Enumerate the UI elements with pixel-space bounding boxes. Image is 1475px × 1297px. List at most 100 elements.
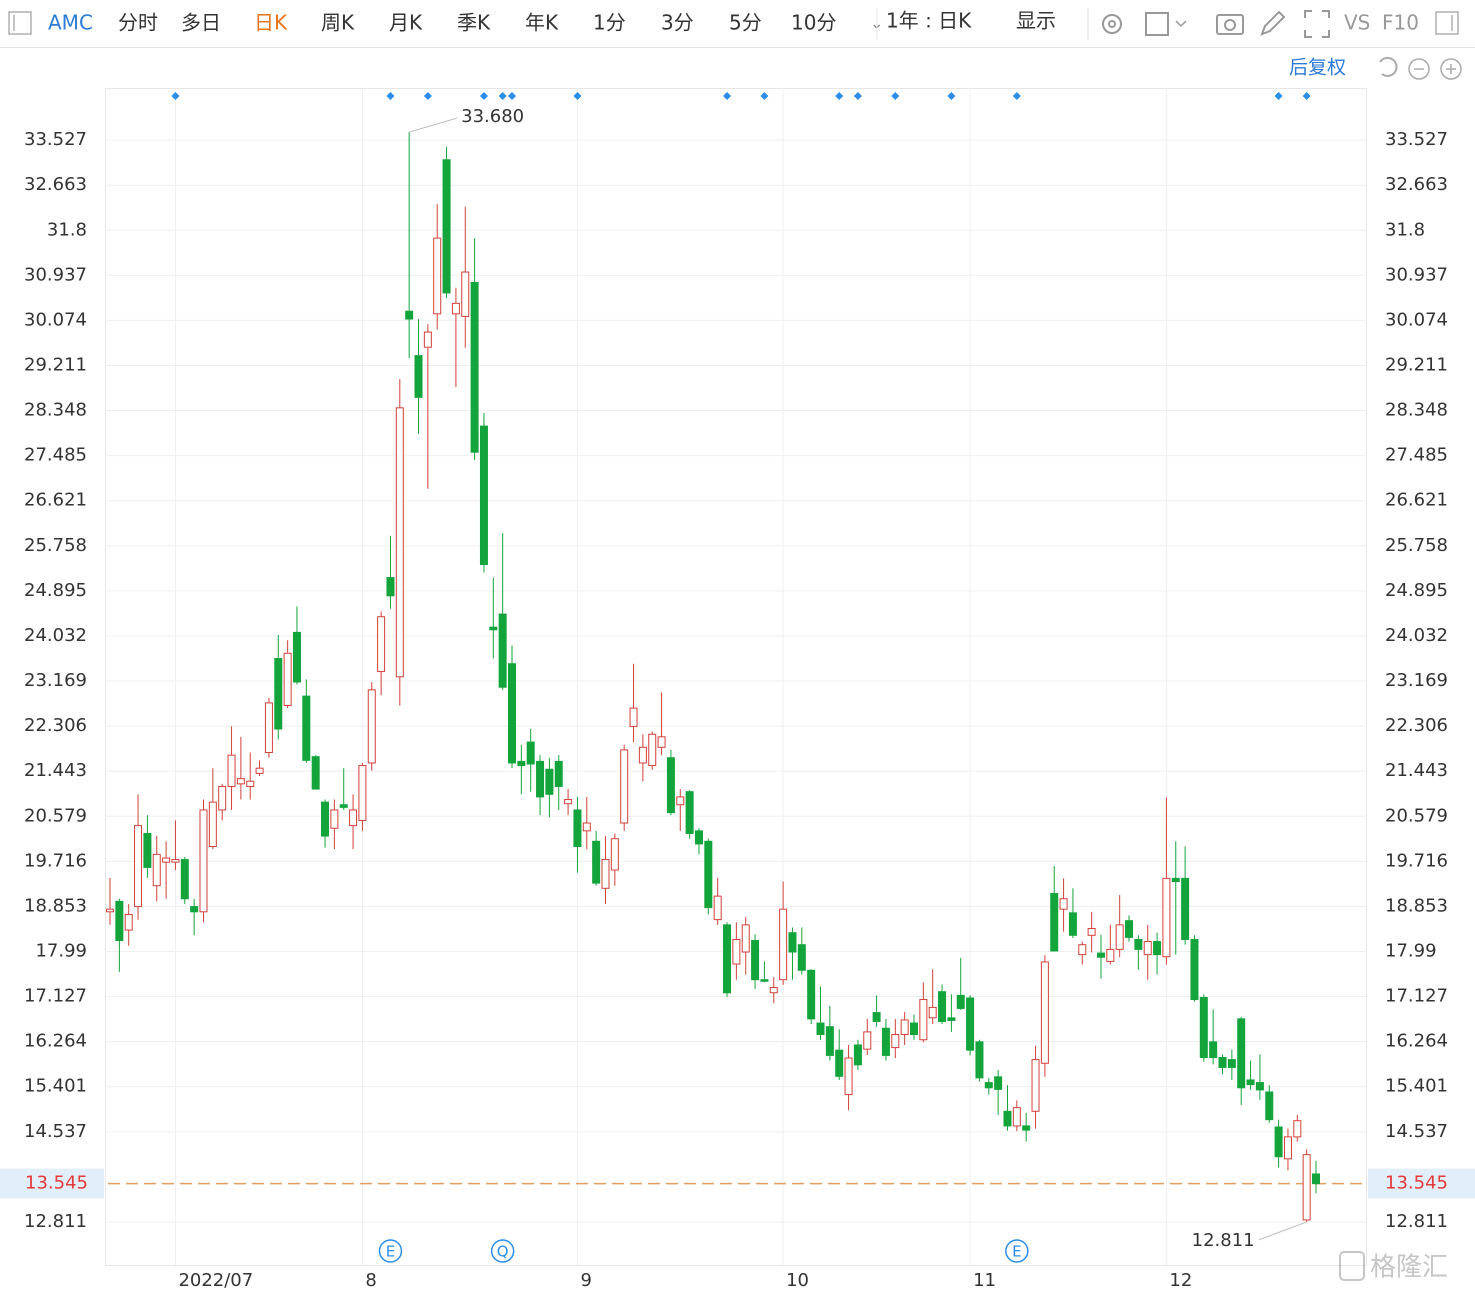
y-tick-label-right: 12.811 — [1385, 1211, 1448, 1232]
candle-body — [984, 1082, 993, 1089]
event-diamond[interactable] — [479, 92, 488, 100]
event-badge[interactable] — [1005, 1239, 1029, 1263]
candle-body — [1312, 1173, 1320, 1185]
event-diamond[interactable] — [1302, 92, 1311, 100]
pencil-icon[interactable] — [1260, 10, 1286, 36]
period-tab[interactable]: 3分 — [661, 11, 694, 35]
settings-icon-center — [1108, 20, 1116, 28]
candle-body — [910, 1022, 918, 1036]
candle-body — [115, 900, 124, 942]
candle-body — [947, 1017, 956, 1021]
candle-body — [461, 271, 470, 317]
event-diamond[interactable] — [498, 92, 507, 100]
y-tick-label-right: 18.853 — [1385, 895, 1448, 916]
candle-body — [666, 757, 675, 814]
y-tick-label: 14.537 — [24, 1121, 87, 1142]
candle-body — [919, 999, 928, 1041]
event-diamond[interactable] — [171, 92, 180, 100]
y-tick-label: 22.306 — [24, 715, 87, 736]
candle-body — [938, 991, 947, 1022]
y-tick-label: 24.895 — [24, 580, 87, 601]
fullscreen-icon[interactable] — [1304, 10, 1330, 38]
y-tick-label-right: 14.537 — [1385, 1121, 1448, 1142]
y-tick-label: 26.621 — [24, 490, 87, 511]
candle-body — [825, 1026, 834, 1056]
period-tab[interactable]: 日K — [254, 11, 288, 35]
candle-body — [451, 302, 460, 315]
y-tick-label: 19.716 — [24, 850, 87, 871]
display-select[interactable]: 显示 — [1016, 9, 1056, 33]
candle-body — [835, 1049, 844, 1077]
candle-body — [1115, 924, 1124, 950]
y-tick-label: 27.485 — [24, 445, 87, 466]
period-tab[interactable]: 分时 — [118, 11, 158, 35]
candle-body — [872, 1012, 881, 1022]
period-tab[interactable]: 多日 — [181, 11, 221, 35]
sidebar-toggle[interactable] — [8, 11, 32, 35]
period-tab[interactable]: 季K — [457, 11, 491, 35]
candle-body — [891, 1034, 900, 1049]
zoom-out[interactable] — [1408, 58, 1430, 80]
compare[interactable]: VS — [1344, 11, 1370, 35]
candle-body — [208, 801, 217, 848]
x-tick-label: 12 — [1169, 1270, 1192, 1291]
candle-body — [489, 626, 498, 631]
y-tick-label: 29.211 — [24, 354, 87, 375]
event-diamond[interactable] — [386, 92, 395, 100]
event-diamond[interactable] — [947, 92, 956, 100]
y-tick-label: 31.8 — [47, 219, 87, 240]
event-diamond[interactable] — [835, 92, 844, 100]
range-select[interactable]: 1年 : 日K — [886, 9, 972, 33]
settings-icon[interactable] — [1102, 14, 1122, 34]
period-tab[interactable]: 月K — [389, 11, 423, 35]
y-tick-label-right: 24.895 — [1385, 580, 1448, 601]
candle-body — [1040, 961, 1049, 1064]
event-diamond[interactable] — [1012, 92, 1021, 100]
event-badge[interactable] — [490, 1239, 515, 1263]
event-diamond[interactable] — [891, 92, 900, 100]
candle-body — [1012, 1107, 1021, 1127]
watermark-logo — [1339, 1251, 1365, 1281]
candle-body — [1078, 944, 1087, 956]
event-diamond[interactable] — [573, 92, 582, 100]
reset-icon[interactable] — [1379, 56, 1398, 77]
event-diamond[interactable] — [508, 92, 516, 100]
candle-body — [162, 857, 171, 863]
candle-body — [433, 237, 442, 315]
camera-lens — [1224, 19, 1236, 31]
candle-body — [629, 707, 638, 727]
period-tab[interactable]: 1分 — [593, 11, 626, 35]
event-diamond[interactable] — [423, 92, 432, 100]
candle-body — [610, 838, 619, 871]
event-label: E — [1012, 1243, 1021, 1261]
candle-body — [134, 825, 143, 908]
candle-body — [704, 840, 713, 909]
event-diamond[interactable] — [760, 92, 769, 100]
camera-icon[interactable] — [1216, 14, 1244, 35]
f10[interactable]: F10 — [1382, 11, 1419, 35]
panel-toggle[interactable] — [1435, 11, 1459, 35]
period-tab[interactable]: 周K — [321, 11, 355, 35]
candle-body — [274, 658, 283, 730]
zoom-in[interactable] — [1440, 58, 1462, 80]
symbol[interactable]: AMC — [48, 11, 93, 35]
y-tick-label-right: 25.758 — [1385, 535, 1448, 556]
period-tab[interactable]: 年K — [525, 11, 559, 35]
candle-body — [106, 908, 114, 913]
event-diamond[interactable] — [723, 92, 732, 100]
y-tick-label-right: 28.348 — [1385, 400, 1448, 421]
adjust-toggle[interactable]: 后复权 — [1289, 57, 1346, 79]
event-badge[interactable] — [378, 1239, 403, 1263]
y-tick-label-right: 17.127 — [1385, 986, 1448, 1007]
period-tab[interactable]: 5分 — [729, 11, 762, 35]
candle-body — [694, 830, 703, 845]
event-diamond[interactable] — [1274, 92, 1283, 100]
last-price-box-right — [1368, 1168, 1475, 1199]
candle-body — [264, 702, 273, 754]
period-tab[interactable]: 10分 — [791, 11, 836, 35]
candle-body — [966, 997, 975, 1051]
candle-body — [807, 969, 816, 1020]
event-diamond[interactable] — [853, 92, 862, 100]
candle-body — [1283, 1136, 1292, 1160]
shape-icon[interactable] — [1145, 12, 1169, 36]
